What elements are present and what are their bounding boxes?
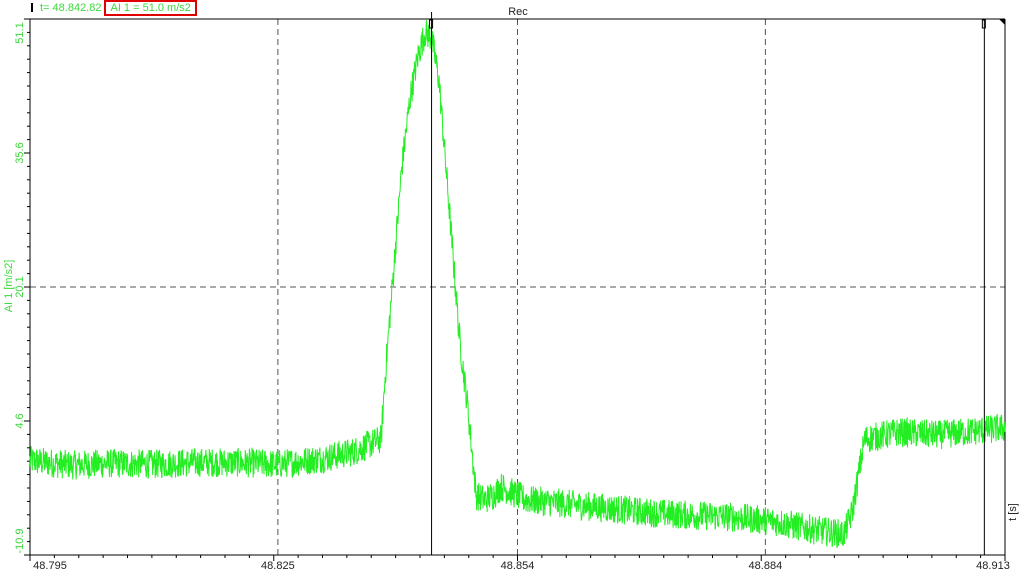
cursor-time-text: t= 48.842.82 <box>40 2 102 14</box>
y-axis-title: AI 1 [m/s2] <box>3 260 15 313</box>
end-marker-handle[interactable] <box>981 19 986 29</box>
cursor-readout: t= 48.842.82 AI 1 = 51.0 m/s2 <box>40 0 197 16</box>
x-axis-title: t [s] <box>1007 503 1019 521</box>
cursor-handle[interactable] <box>429 19 434 29</box>
grid <box>30 19 1005 555</box>
signal-layer <box>29 20 1006 548</box>
y-tick-label: 20.1 <box>14 276 26 297</box>
x-tick-label: 48.884 <box>749 560 783 571</box>
cursor-value-box: AI 1 = 51.0 m/s2 <box>104 0 197 16</box>
rec-marker-label: Rec <box>508 6 528 18</box>
y-tick-label: 51.1 <box>14 22 26 43</box>
tick-labels: 48.795 48.825 48.854 48.884 48.913 -10.9 4.6 20… <box>14 22 1010 571</box>
cursor-layer[interactable] <box>424 12 1005 555</box>
x-tick-label: 48.913 <box>976 560 1010 571</box>
y-tick-label: -10.9 <box>14 528 26 553</box>
y-tick-label: 35.6 <box>14 142 26 163</box>
y-tick-label: 4.6 <box>14 413 26 428</box>
x-tick-label: 48.854 <box>501 560 535 571</box>
x-tick-label: 48.825 <box>261 560 295 571</box>
x-tick-label: 48.795 <box>33 560 67 571</box>
corner-marker-icon <box>999 19 1005 25</box>
signal-line-ai-1 <box>29 20 1006 548</box>
